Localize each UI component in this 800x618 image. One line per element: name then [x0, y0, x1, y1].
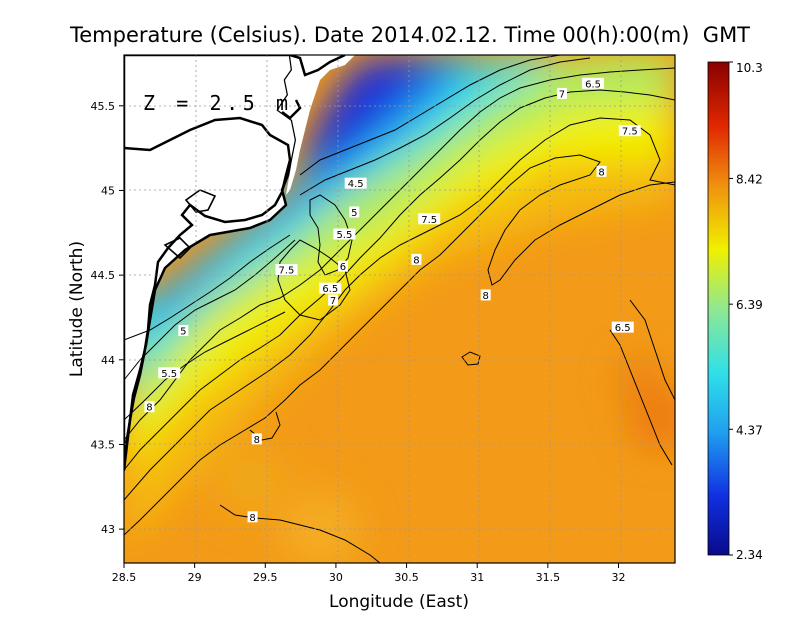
contour-label-bg [611, 321, 634, 333]
contour-label-bg [411, 253, 422, 265]
contour-label-bg [556, 87, 567, 99]
contour-label: 5.5 [336, 230, 352, 241]
colorbar-tick-label: 4.37 [736, 423, 763, 437]
contour-label: 6 [340, 262, 346, 273]
y-tick-label: 45 [101, 184, 115, 197]
colorbar: 10.3 8.42 6.39 4.37 2.34 [707, 61, 763, 562]
depth-label: Z = 2.5 m [143, 91, 288, 115]
contour-label: 4.5 [348, 179, 364, 190]
y-tick-label: 45.5 [91, 100, 116, 113]
colorbar-tick-label: 2.34 [736, 548, 763, 562]
contour-label: 6.5 [322, 284, 338, 295]
contour-label-bg [251, 433, 262, 445]
contour-label-bg [247, 511, 258, 523]
x-tick-label: 29.5 [253, 571, 278, 584]
contour-label: 7 [330, 296, 336, 307]
x-tick-label: 29 [188, 571, 202, 584]
y-axis-label: Latitude (North) [67, 241, 87, 377]
y-axis-ticks: 43 43.5 44 44.5 45 45.5 [91, 100, 124, 536]
chart-title: Temperature (Celsius). Date 2014.02.12. … [69, 23, 750, 47]
colorbar-ticks: 10.3 8.42 6.39 4.37 2.34 [729, 61, 763, 562]
contour-label-bg [349, 206, 360, 218]
contour-label-bg [582, 77, 605, 89]
y-tick-label: 44 [101, 354, 115, 367]
contour-label: 8 [146, 403, 152, 414]
contour-label-bg [344, 177, 367, 189]
contour-label-bg [596, 165, 607, 177]
contour-label: 6.5 [585, 79, 601, 90]
contour-label-bg [328, 294, 339, 306]
contour-label-bg [480, 289, 491, 301]
contour-label: 8 [598, 167, 604, 178]
x-tick-label: 30 [329, 571, 343, 584]
contour-label: 5 [180, 327, 186, 338]
x-tick-label: 30.5 [394, 571, 419, 584]
contour-label-bg [337, 260, 348, 272]
colorbar-tick-label: 6.39 [736, 298, 763, 312]
contour-label: 8 [254, 435, 260, 446]
x-tick-label: 31 [470, 571, 484, 584]
contour-label-bg [275, 264, 298, 276]
x-tick-label: 28.5 [112, 571, 137, 584]
coastline-north [281, 55, 346, 120]
x-tick-label: 32 [611, 571, 625, 584]
contour-label-bg [618, 125, 641, 137]
contour-label: 5 [351, 208, 357, 219]
contour-label: 7.5 [622, 127, 638, 138]
contour-label: 6.5 [615, 323, 631, 334]
contour-label: 7.5 [279, 266, 295, 277]
contour-label-bg [144, 401, 155, 413]
contour-label: 5.5 [161, 369, 177, 380]
contour-label-bg [158, 367, 181, 379]
contour-label: 7 [559, 89, 565, 100]
contour-label: 8 [249, 513, 255, 524]
contour-label-bg [178, 325, 189, 337]
grid-lines [124, 55, 675, 563]
colorbar-tick-label: 10.3 [736, 61, 763, 75]
plot-frame [123, 54, 676, 564]
contour-label-bg [333, 228, 356, 240]
land-north [278, 55, 355, 195]
colorbar-gradient [707, 61, 730, 556]
x-axis-ticks: 28.5 29 29.5 30 30.5 31 31.5 32 [112, 563, 625, 584]
contour-label-bg [418, 213, 441, 225]
contour-label: 8 [413, 255, 419, 266]
y-tick-label: 43.5 [91, 438, 116, 451]
x-tick-label: 31.5 [536, 571, 561, 584]
contour-label: 7.5 [421, 215, 437, 226]
y-tick-label: 43 [101, 523, 115, 536]
y-tick-label: 44.5 [91, 269, 116, 282]
coastline-danube [124, 116, 292, 471]
colorbar-tick-label: 8.42 [736, 172, 763, 186]
x-axis-label: Longitude (East) [329, 592, 469, 612]
coastline-lakes [163, 189, 217, 260]
contour-label-bg [319, 282, 342, 294]
contour-label: 8 [482, 291, 488, 302]
